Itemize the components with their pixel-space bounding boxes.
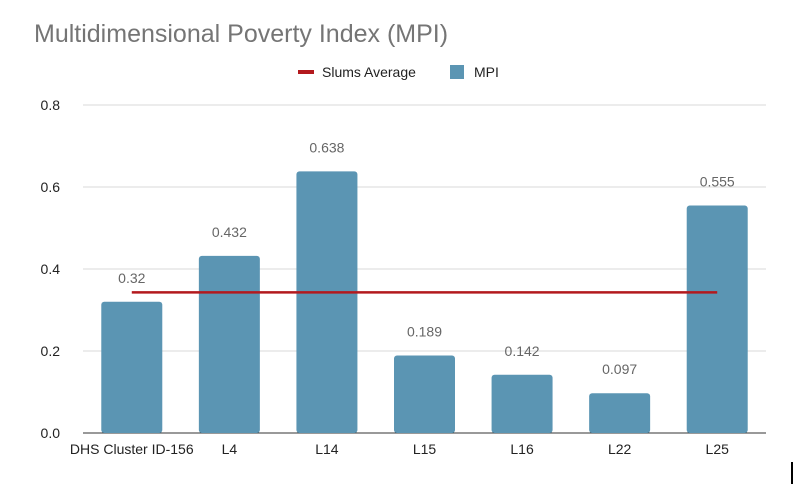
x-category-label: L25 [706,441,730,457]
text-cursor-icon [791,462,793,484]
bars [101,171,748,434]
bar-l16 [491,374,553,433]
data-labels: 0.32 0.432 0.638 0.189 0.142 0.097 0.555 [118,139,735,377]
data-label: 0.32 [118,270,145,286]
data-label: 0.097 [602,361,637,377]
legend-label-mpi: MPI [474,64,499,80]
y-tick-label: 0.6 [41,179,61,195]
bar-l15 [394,355,455,433]
bar-l25 [686,205,748,433]
chart-title: Multidimensional Poverty Index (MPI) [34,20,449,48]
x-category-label: L15 [413,441,437,457]
x-category-label: L16 [510,441,534,457]
legend-label-slums-average: Slums Average [322,64,416,80]
bar-l4 [198,255,260,433]
y-tick-label: 0.8 [41,97,61,113]
x-axis-categories: DHS Cluster ID-156 L4 L14 L15 L16 L22 L25 [70,441,729,457]
legend-swatch-mpi [450,65,464,79]
legend: Slums Average MPI [298,64,499,80]
bar-l22 [589,393,651,433]
x-category-label: L14 [315,441,339,457]
data-label: 0.142 [505,343,540,359]
bar-l14 [296,171,358,434]
x-category-label: L22 [608,441,632,457]
y-tick-label: 0.4 [41,261,61,277]
data-label: 0.189 [407,324,442,340]
x-category-label: L4 [222,441,238,457]
legend-swatch-slums-average [298,70,314,74]
x-category-label: DHS Cluster ID-156 [70,441,194,457]
data-label: 0.555 [700,173,735,189]
y-axis-ticks: 0.0 0.2 0.4 0.6 0.8 [41,97,61,441]
data-label: 0.432 [212,224,247,240]
data-label: 0.638 [309,139,344,155]
y-tick-label: 0.2 [41,343,61,359]
bar-dhs-cluster-id-156 [101,301,163,433]
gridlines [83,104,766,434]
y-tick-label: 0.0 [41,425,61,441]
